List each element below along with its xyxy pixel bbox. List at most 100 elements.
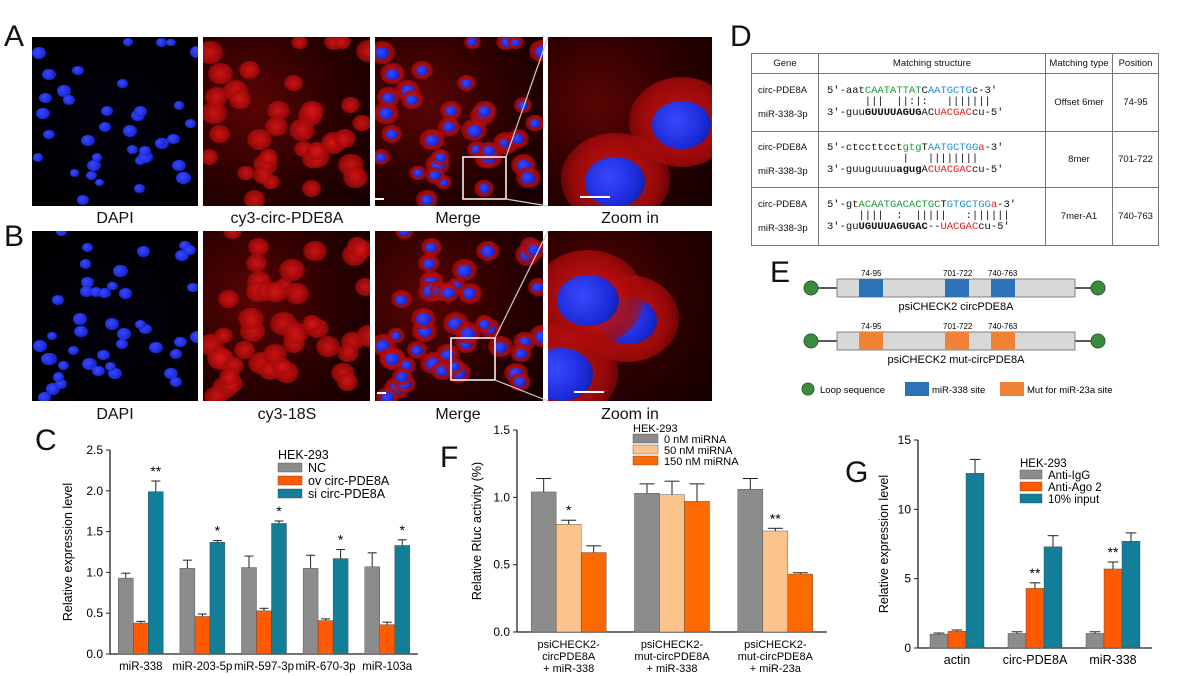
- legend-swatch: [632, 444, 659, 455]
- bar: [530, 491, 557, 633]
- y-tick-label: 0.0: [86, 647, 103, 661]
- bar: [947, 631, 967, 649]
- panel-label-f: F: [440, 441, 459, 474]
- y-axis-label: Relative expression level: [61, 483, 75, 621]
- nucleus: [467, 124, 482, 137]
- nucleus: [100, 105, 114, 117]
- nucleus: [460, 339, 473, 350]
- nucleus: [104, 362, 116, 372]
- caption-a-3: Merge: [435, 210, 481, 227]
- nucleus: [527, 244, 541, 256]
- nucleus: [400, 361, 412, 371]
- y-tick-label: 2.0: [86, 484, 103, 498]
- nucleus: [139, 323, 152, 335]
- nucleus: [32, 46, 47, 59]
- legend-swatch: [277, 475, 303, 486]
- legend-mut-swatch: [1000, 382, 1024, 396]
- nucleus: [94, 178, 105, 187]
- nucleus: [182, 244, 196, 256]
- construct-wt-label: psiCHECK2 circPDE8A: [899, 301, 1015, 313]
- bar: [332, 558, 349, 655]
- nucleus: [87, 159, 101, 171]
- nucleus: [518, 336, 532, 348]
- nucleus: [47, 331, 58, 340]
- position: 74-95: [1112, 73, 1159, 132]
- y-tick-label: 1.5: [493, 423, 510, 437]
- category-label: miR-597-3p: [234, 661, 294, 673]
- y-tick-label: 15: [898, 433, 912, 447]
- bar: [364, 566, 380, 655]
- legend-label: 150 nM miRNA: [664, 456, 739, 468]
- bar: [256, 610, 272, 655]
- legend-label: si circ-PDE8A: [308, 487, 386, 501]
- caption-a-4: Zoom in: [601, 210, 659, 227]
- nucleus: [457, 265, 472, 277]
- table-row: circ-PDE8A miR-338-3p 5′-aatCAATATTATCAAT…: [751, 73, 1159, 132]
- cytoplasm-blob: [244, 190, 266, 206]
- y-tick-label: 1.0: [86, 565, 103, 579]
- legend-swatch: [1019, 469, 1043, 480]
- micrograph-b-zoom: [548, 231, 712, 401]
- cytoplasm-blob: [285, 282, 310, 304]
- cytoplasm-blob: [208, 63, 233, 85]
- category-label: psiCHECK2-: [537, 639, 600, 651]
- nucleus: [170, 348, 183, 359]
- nucleus: [55, 231, 67, 237]
- legend-mut-label: Mut for miR-23a site: [1027, 385, 1113, 396]
- y-tick-label: 1.5: [86, 525, 103, 539]
- nucleus: [381, 392, 395, 401]
- panel-label-c: C: [35, 424, 57, 457]
- nucleus: [415, 65, 428, 76]
- nucleus: [173, 101, 184, 110]
- caption-a-1: DAPI: [96, 210, 134, 227]
- bar: [929, 633, 949, 649]
- cytoplasm-blob: [301, 180, 322, 197]
- site-wt-1: [859, 279, 883, 297]
- legend-loop-icon: [801, 382, 815, 396]
- category-label: mut-circPDE8A: [634, 651, 710, 663]
- nucleus: [74, 325, 89, 338]
- mirna-name: miR-338-3p: [758, 222, 808, 234]
- nucleus: [57, 361, 69, 371]
- nucleus: [107, 281, 118, 291]
- site-mut-1: [859, 332, 883, 350]
- significance-label: **: [150, 463, 161, 479]
- nucleus: [396, 372, 408, 382]
- nucleus: [514, 348, 528, 359]
- nucleus: [441, 287, 455, 299]
- cytoplasm-blob: [264, 282, 288, 303]
- nucleus: [116, 327, 132, 340]
- mirna-name: miR-338-3p: [758, 165, 808, 177]
- matching-structure-3: 5′-gtACAATGACACTGCTGTGCTGGa-3′ |||| : ||…: [818, 187, 1046, 246]
- construct-mut-label: psiCHECK2 mut-circPDE8A: [888, 354, 1026, 366]
- cytoplasm-blob: [219, 367, 240, 386]
- y-tick-label: 2.5: [86, 443, 103, 457]
- header-structure: Matching structure: [818, 53, 1046, 74]
- cytoplasm-blob: [315, 336, 340, 357]
- cytoplasm-blob: [209, 125, 231, 144]
- cytoplasm-blob: [334, 129, 357, 149]
- caption-b-1: DAPI: [96, 406, 134, 423]
- gene-name: circ-PDE8A: [758, 84, 808, 96]
- cytoplasm-blob: [246, 128, 273, 151]
- cytoplasm-blob: [205, 87, 229, 108]
- caption-b-4: Zoom in: [601, 406, 659, 423]
- cytoplasm-blob: [300, 100, 324, 122]
- nucleus: [534, 330, 543, 343]
- nucleus: [385, 129, 398, 140]
- nucleus: [411, 346, 423, 356]
- nucleus: [460, 327, 476, 340]
- panel-label-e: E: [770, 256, 791, 289]
- nucleus: [176, 172, 191, 184]
- nucleus: [375, 153, 386, 162]
- bar: [241, 567, 257, 655]
- nucleus: [89, 286, 103, 297]
- y-axis-label: Relative Rluc activity (%): [470, 462, 484, 600]
- category-label: psiCHECK2-: [744, 639, 807, 651]
- legend-swatch: [1019, 481, 1043, 492]
- nucleus: [81, 134, 96, 147]
- loop-right-icon: [1090, 280, 1106, 296]
- nucleus: [39, 92, 53, 104]
- significance-label: **: [770, 510, 781, 526]
